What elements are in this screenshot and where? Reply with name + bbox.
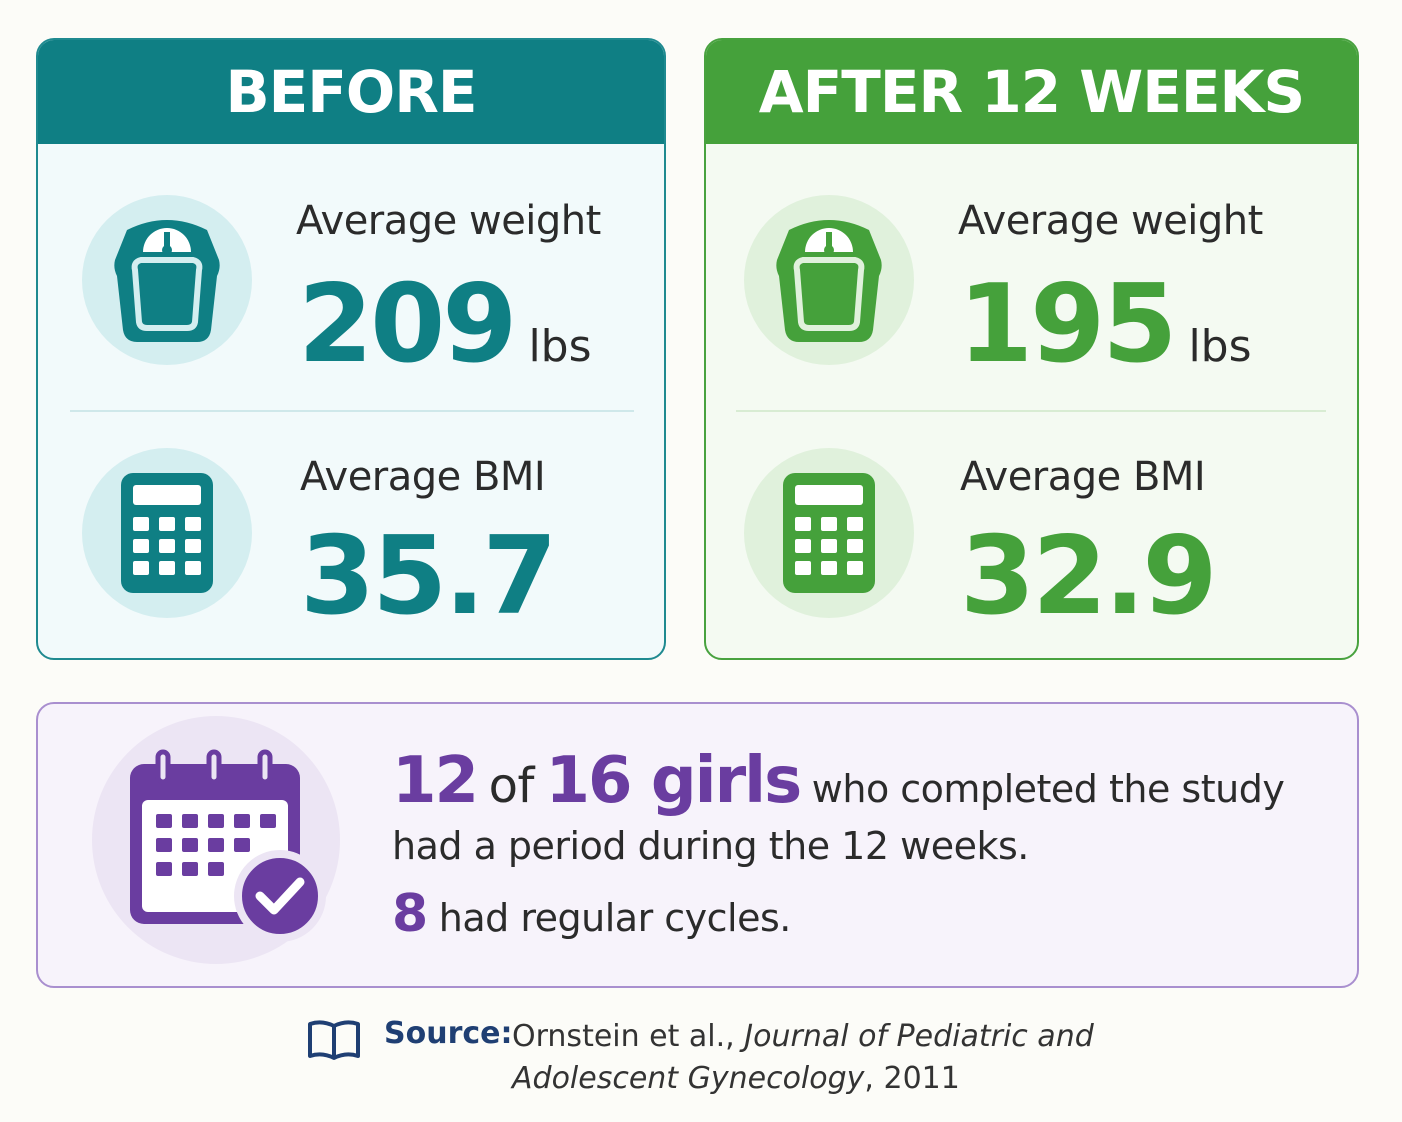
after-weight-unit: lbs: [1188, 321, 1252, 372]
before-bmi-value: 35.7: [300, 514, 557, 639]
after-weight-icon-circle: [744, 195, 914, 365]
calendar-check-icon: [130, 749, 326, 942]
before-divider: [70, 410, 634, 412]
after-weight-label: Average weight: [958, 198, 1263, 244]
after-bmi-icon-circle: [744, 448, 914, 618]
total-girls: 16 girls: [545, 744, 803, 818]
before-bmi-icon-circle: [82, 448, 252, 618]
line1-rest: who completed the study: [811, 767, 1285, 811]
cycle-line-1: 12 of 16 girls who completed the study: [392, 744, 1285, 818]
after-bmi-value: 32.9: [960, 514, 1217, 639]
source-journal: Journal of Pediatric and Adolescent Gyne…: [512, 1019, 1094, 1096]
source-citation: Ornstein et al., Journal of Pediatric an…: [512, 1016, 1102, 1100]
before-bmi-label: Average BMI: [300, 454, 546, 500]
calendar-icon-circle: [92, 716, 340, 964]
book-icon: [308, 1020, 360, 1060]
regular-count: 8: [392, 884, 428, 944]
before-weight-label: Average weight: [296, 198, 601, 244]
before-header: BEFORE: [38, 40, 664, 144]
cycle-text: 12 of 16 girls who completed the study h…: [392, 744, 1285, 948]
source-year: , 2011: [864, 1061, 960, 1096]
source-label: Source:: [384, 1016, 513, 1051]
source-authors: Ornstein et al.,: [512, 1019, 745, 1054]
after-divider: [736, 410, 1326, 412]
before-weight-icon-circle: [82, 195, 252, 365]
before-weight-value: 209: [298, 262, 517, 387]
cycle-card: 12 of 16 girls who completed the study h…: [36, 702, 1359, 988]
of-word: of: [488, 758, 535, 814]
before-weight-value-row: 209 lbs: [298, 262, 592, 387]
scale-icon: [114, 220, 220, 342]
after-weight-value-row: 195 lbs: [958, 262, 1252, 387]
line3-rest: had regular cycles.: [438, 896, 792, 940]
completed-count: 12: [392, 744, 479, 818]
cycle-line-3: 8 had regular cycles.: [392, 884, 1284, 948]
calculator-icon: [121, 473, 213, 593]
after-header: AFTER 12 WEEKS: [706, 40, 1357, 144]
after-bmi-label: Average BMI: [960, 454, 1206, 500]
scale-icon: [776, 220, 882, 342]
before-card: BEFORE Average weight 209 lbs Average BMI…: [36, 38, 666, 660]
calculator-icon: [783, 473, 875, 593]
cycle-line-2: had a period during the 12 weeks.: [392, 824, 1029, 868]
after-card: AFTER 12 WEEKS Average weight 195 lbs Ave…: [704, 38, 1359, 660]
before-weight-unit: lbs: [528, 321, 592, 372]
after-weight-value: 195: [958, 262, 1177, 387]
